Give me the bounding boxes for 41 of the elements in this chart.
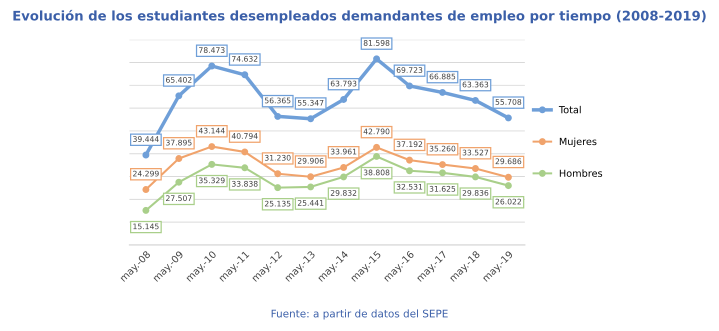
point bbox=[208, 143, 216, 150]
point bbox=[373, 144, 380, 151]
legend-label: Hombres bbox=[560, 169, 602, 177]
point bbox=[142, 152, 150, 158]
point bbox=[274, 184, 282, 192]
point bbox=[307, 173, 314, 180]
point bbox=[504, 182, 512, 190]
point bbox=[472, 165, 479, 172]
point bbox=[142, 206, 150, 214]
point bbox=[472, 96, 479, 104]
point bbox=[241, 71, 248, 78]
point bbox=[175, 155, 182, 162]
legend-label: Mujeres bbox=[560, 138, 596, 148]
point bbox=[307, 183, 314, 190]
point bbox=[439, 169, 446, 176]
point bbox=[208, 62, 216, 70]
point bbox=[340, 96, 348, 103]
point bbox=[406, 156, 414, 164]
point bbox=[274, 112, 282, 120]
source-note: Fuente: a partir de datos del SEPE bbox=[272, 309, 448, 320]
point bbox=[274, 170, 282, 178]
point bbox=[504, 174, 512, 181]
point bbox=[175, 178, 182, 186]
point bbox=[208, 160, 216, 168]
point bbox=[439, 161, 446, 168]
point bbox=[142, 186, 150, 194]
point bbox=[504, 114, 512, 122]
chart-title: Evolución de los estudiantes desempleados demandantes de empleo por tiempo (2008-2019) bbox=[13, 10, 706, 24]
point bbox=[373, 152, 380, 160]
point bbox=[307, 115, 314, 122]
point bbox=[340, 164, 348, 171]
point bbox=[175, 92, 182, 100]
point bbox=[373, 55, 380, 62]
point bbox=[340, 173, 348, 180]
legend-label: Total bbox=[558, 106, 581, 114]
point bbox=[406, 167, 414, 174]
point bbox=[241, 148, 248, 156]
point bbox=[472, 173, 479, 180]
point bbox=[439, 88, 446, 96]
point bbox=[241, 164, 248, 172]
point bbox=[406, 82, 414, 90]
